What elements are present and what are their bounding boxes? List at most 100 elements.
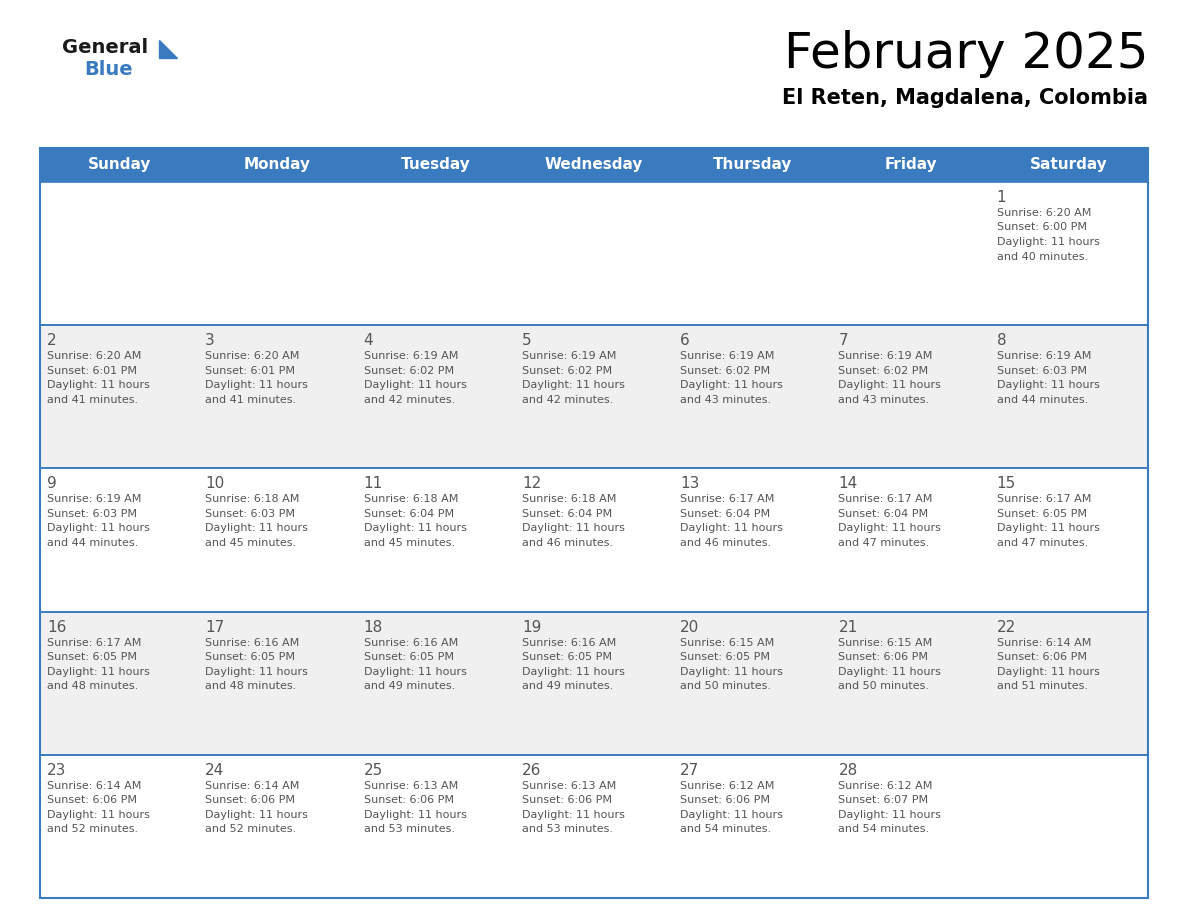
Text: Daylight: 11 hours: Daylight: 11 hours — [206, 523, 308, 533]
Text: Sunrise: 6:19 AM: Sunrise: 6:19 AM — [48, 495, 141, 504]
Text: Daylight: 11 hours: Daylight: 11 hours — [681, 523, 783, 533]
Text: Sunset: 6:03 PM: Sunset: 6:03 PM — [206, 509, 296, 519]
Text: Sunset: 6:02 PM: Sunset: 6:02 PM — [522, 365, 612, 375]
Text: 10: 10 — [206, 476, 225, 491]
Text: and 47 minutes.: and 47 minutes. — [839, 538, 930, 548]
Text: Sunset: 6:02 PM: Sunset: 6:02 PM — [364, 365, 454, 375]
Text: 23: 23 — [48, 763, 67, 778]
Text: 5: 5 — [522, 333, 531, 348]
Text: Daylight: 11 hours: Daylight: 11 hours — [997, 666, 1100, 677]
Text: Sunrise: 6:20 AM: Sunrise: 6:20 AM — [997, 208, 1091, 218]
Text: Daylight: 11 hours: Daylight: 11 hours — [839, 523, 941, 533]
Bar — [40, 325, 1148, 468]
Text: Sunrise: 6:17 AM: Sunrise: 6:17 AM — [997, 495, 1091, 504]
Text: General: General — [62, 38, 148, 57]
Text: Sunset: 6:05 PM: Sunset: 6:05 PM — [364, 652, 454, 662]
Text: Daylight: 11 hours: Daylight: 11 hours — [364, 666, 467, 677]
Text: Tuesday: Tuesday — [400, 158, 470, 173]
Text: 11: 11 — [364, 476, 383, 491]
Text: 8: 8 — [997, 333, 1006, 348]
Text: Sunrise: 6:17 AM: Sunrise: 6:17 AM — [48, 638, 141, 647]
Text: Saturday: Saturday — [1030, 158, 1107, 173]
Text: Sunrise: 6:19 AM: Sunrise: 6:19 AM — [681, 352, 775, 361]
Text: 25: 25 — [364, 763, 383, 778]
Text: Daylight: 11 hours: Daylight: 11 hours — [839, 380, 941, 390]
Text: Sunset: 6:04 PM: Sunset: 6:04 PM — [522, 509, 612, 519]
Bar — [40, 148, 1148, 182]
Text: Sunset: 6:04 PM: Sunset: 6:04 PM — [681, 509, 770, 519]
Text: 28: 28 — [839, 763, 858, 778]
Bar — [40, 468, 1148, 611]
Text: 22: 22 — [997, 620, 1016, 634]
Text: Daylight: 11 hours: Daylight: 11 hours — [206, 810, 308, 820]
Text: El Reten, Magdalena, Colombia: El Reten, Magdalena, Colombia — [782, 88, 1148, 108]
Text: Monday: Monday — [244, 158, 311, 173]
Text: Daylight: 11 hours: Daylight: 11 hours — [839, 666, 941, 677]
Text: Sunset: 6:06 PM: Sunset: 6:06 PM — [839, 652, 929, 662]
Text: 13: 13 — [681, 476, 700, 491]
Text: Sunset: 6:05 PM: Sunset: 6:05 PM — [206, 652, 296, 662]
Text: 2: 2 — [48, 333, 57, 348]
Text: Daylight: 11 hours: Daylight: 11 hours — [681, 380, 783, 390]
Text: 21: 21 — [839, 620, 858, 634]
Text: Sunset: 6:04 PM: Sunset: 6:04 PM — [364, 509, 454, 519]
Text: and 46 minutes.: and 46 minutes. — [522, 538, 613, 548]
Text: Sunrise: 6:19 AM: Sunrise: 6:19 AM — [522, 352, 617, 361]
Text: Sunrise: 6:18 AM: Sunrise: 6:18 AM — [364, 495, 457, 504]
Text: Sunrise: 6:19 AM: Sunrise: 6:19 AM — [997, 352, 1091, 361]
Text: Daylight: 11 hours: Daylight: 11 hours — [997, 237, 1100, 247]
Text: Sunset: 6:02 PM: Sunset: 6:02 PM — [681, 365, 770, 375]
Text: Daylight: 11 hours: Daylight: 11 hours — [522, 666, 625, 677]
Text: Daylight: 11 hours: Daylight: 11 hours — [206, 380, 308, 390]
Text: and 42 minutes.: and 42 minutes. — [364, 395, 455, 405]
Text: and 43 minutes.: and 43 minutes. — [681, 395, 771, 405]
Text: Daylight: 11 hours: Daylight: 11 hours — [839, 810, 941, 820]
Text: 12: 12 — [522, 476, 541, 491]
Text: and 48 minutes.: and 48 minutes. — [206, 681, 297, 691]
Text: and 45 minutes.: and 45 minutes. — [206, 538, 297, 548]
Text: Sunrise: 6:15 AM: Sunrise: 6:15 AM — [681, 638, 775, 647]
Text: Sunset: 6:04 PM: Sunset: 6:04 PM — [839, 509, 929, 519]
Text: Sunrise: 6:20 AM: Sunrise: 6:20 AM — [206, 352, 299, 361]
Text: 19: 19 — [522, 620, 542, 634]
Text: and 54 minutes.: and 54 minutes. — [681, 824, 771, 834]
Text: 6: 6 — [681, 333, 690, 348]
Text: Sunrise: 6:16 AM: Sunrise: 6:16 AM — [206, 638, 299, 647]
Text: Daylight: 11 hours: Daylight: 11 hours — [681, 666, 783, 677]
Text: and 51 minutes.: and 51 minutes. — [997, 681, 1088, 691]
Text: and 49 minutes.: and 49 minutes. — [522, 681, 613, 691]
Text: Daylight: 11 hours: Daylight: 11 hours — [997, 380, 1100, 390]
Text: Sunrise: 6:13 AM: Sunrise: 6:13 AM — [364, 781, 457, 790]
Text: Daylight: 11 hours: Daylight: 11 hours — [48, 810, 150, 820]
Text: Sunset: 6:06 PM: Sunset: 6:06 PM — [522, 795, 612, 805]
Text: and 41 minutes.: and 41 minutes. — [48, 395, 138, 405]
Text: Daylight: 11 hours: Daylight: 11 hours — [364, 380, 467, 390]
Text: and 54 minutes.: and 54 minutes. — [839, 824, 929, 834]
Text: Daylight: 11 hours: Daylight: 11 hours — [522, 523, 625, 533]
Text: Friday: Friday — [884, 158, 937, 173]
Text: and 42 minutes.: and 42 minutes. — [522, 395, 613, 405]
Text: 26: 26 — [522, 763, 542, 778]
Text: and 44 minutes.: and 44 minutes. — [48, 538, 138, 548]
Text: Sunset: 6:06 PM: Sunset: 6:06 PM — [681, 795, 770, 805]
Text: Sunrise: 6:14 AM: Sunrise: 6:14 AM — [48, 781, 141, 790]
Text: and 52 minutes.: and 52 minutes. — [206, 824, 297, 834]
Text: Sunset: 6:00 PM: Sunset: 6:00 PM — [997, 222, 1087, 232]
Text: Sunrise: 6:18 AM: Sunrise: 6:18 AM — [522, 495, 617, 504]
Bar — [40, 148, 1148, 898]
Text: Sunrise: 6:18 AM: Sunrise: 6:18 AM — [206, 495, 299, 504]
Text: Daylight: 11 hours: Daylight: 11 hours — [522, 810, 625, 820]
Text: 17: 17 — [206, 620, 225, 634]
Text: and 45 minutes.: and 45 minutes. — [364, 538, 455, 548]
Text: Sunrise: 6:15 AM: Sunrise: 6:15 AM — [839, 638, 933, 647]
Text: and 49 minutes.: and 49 minutes. — [364, 681, 455, 691]
Text: Daylight: 11 hours: Daylight: 11 hours — [522, 380, 625, 390]
Text: 7: 7 — [839, 333, 848, 348]
Text: 4: 4 — [364, 333, 373, 348]
Text: Sunrise: 6:12 AM: Sunrise: 6:12 AM — [681, 781, 775, 790]
Text: Sunrise: 6:19 AM: Sunrise: 6:19 AM — [364, 352, 457, 361]
Text: 14: 14 — [839, 476, 858, 491]
Text: and 43 minutes.: and 43 minutes. — [839, 395, 929, 405]
Text: and 53 minutes.: and 53 minutes. — [522, 824, 613, 834]
Text: Sunset: 6:05 PM: Sunset: 6:05 PM — [681, 652, 770, 662]
